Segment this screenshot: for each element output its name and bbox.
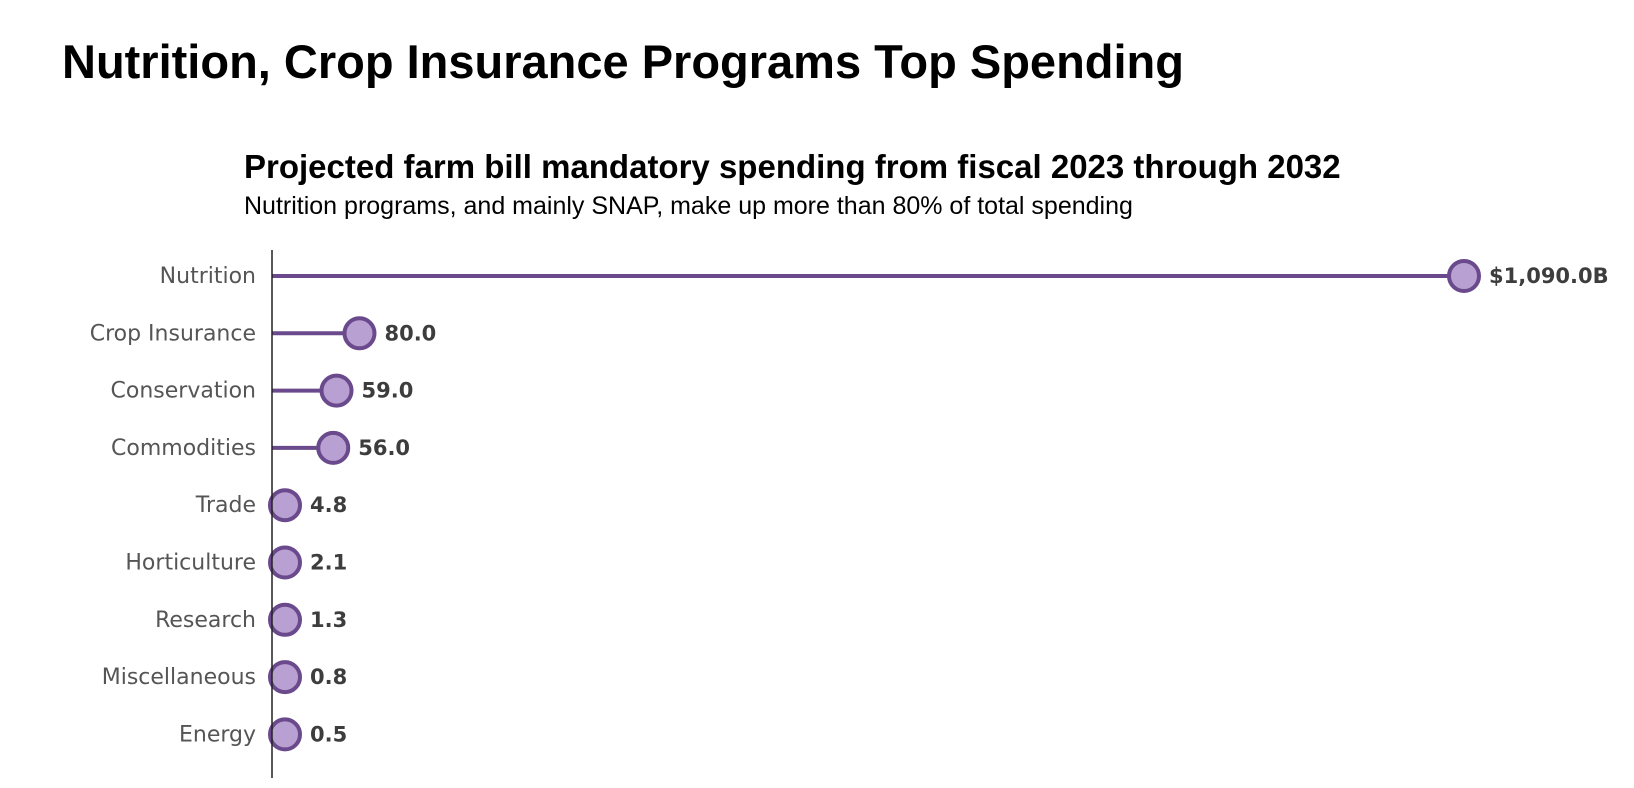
dot-commodities — [316, 430, 351, 465]
chart-subtitle: Nutrition programs, and mainly SNAP, mak… — [244, 192, 1133, 220]
category-label-commodities: Commodities — [111, 436, 256, 461]
dot-trade — [268, 488, 302, 523]
category-label-research: Research — [155, 608, 256, 633]
dot-horticulture — [268, 545, 302, 580]
value-label-miscellaneous: 0.8 — [310, 665, 347, 689]
value-label-nutrition: $1,090.0B — [1489, 264, 1609, 288]
page-title: Nutrition, Crop Insurance Programs Top S… — [62, 35, 1184, 88]
value-label-commodities: 56.0 — [358, 436, 410, 460]
value-label-crop-insurance: 80.0 — [384, 321, 436, 345]
value-label-horticulture: 2.1 — [310, 551, 347, 575]
category-label-crop-insurance: Crop Insurance — [90, 321, 256, 346]
category-label-conservation: Conservation — [111, 379, 256, 404]
category-label-energy: Energy — [179, 722, 256, 747]
category-label-miscellaneous: Miscellaneous — [102, 665, 256, 690]
value-label-trade: 4.8 — [310, 493, 347, 517]
dot-conservation — [319, 373, 354, 408]
value-label-research: 1.3 — [310, 608, 347, 632]
dot-miscellaneous — [268, 660, 302, 695]
dot-nutrition — [1447, 259, 1481, 293]
dot-crop-insurance — [342, 316, 377, 351]
chart-title: Projected farm bill mandatory spending f… — [244, 148, 1341, 185]
dot-energy — [268, 717, 302, 752]
value-label-energy: 0.5 — [310, 722, 347, 746]
category-label-nutrition: Nutrition — [160, 264, 256, 289]
dot-research — [268, 602, 302, 637]
value-label-conservation: 59.0 — [362, 379, 414, 403]
chart-marks: Nutrition $1,090.0B Crop Insurance 80.0 Cons… — [90, 259, 1609, 752]
category-label-trade: Trade — [195, 493, 256, 518]
category-label-horticulture: Horticulture — [125, 551, 256, 576]
